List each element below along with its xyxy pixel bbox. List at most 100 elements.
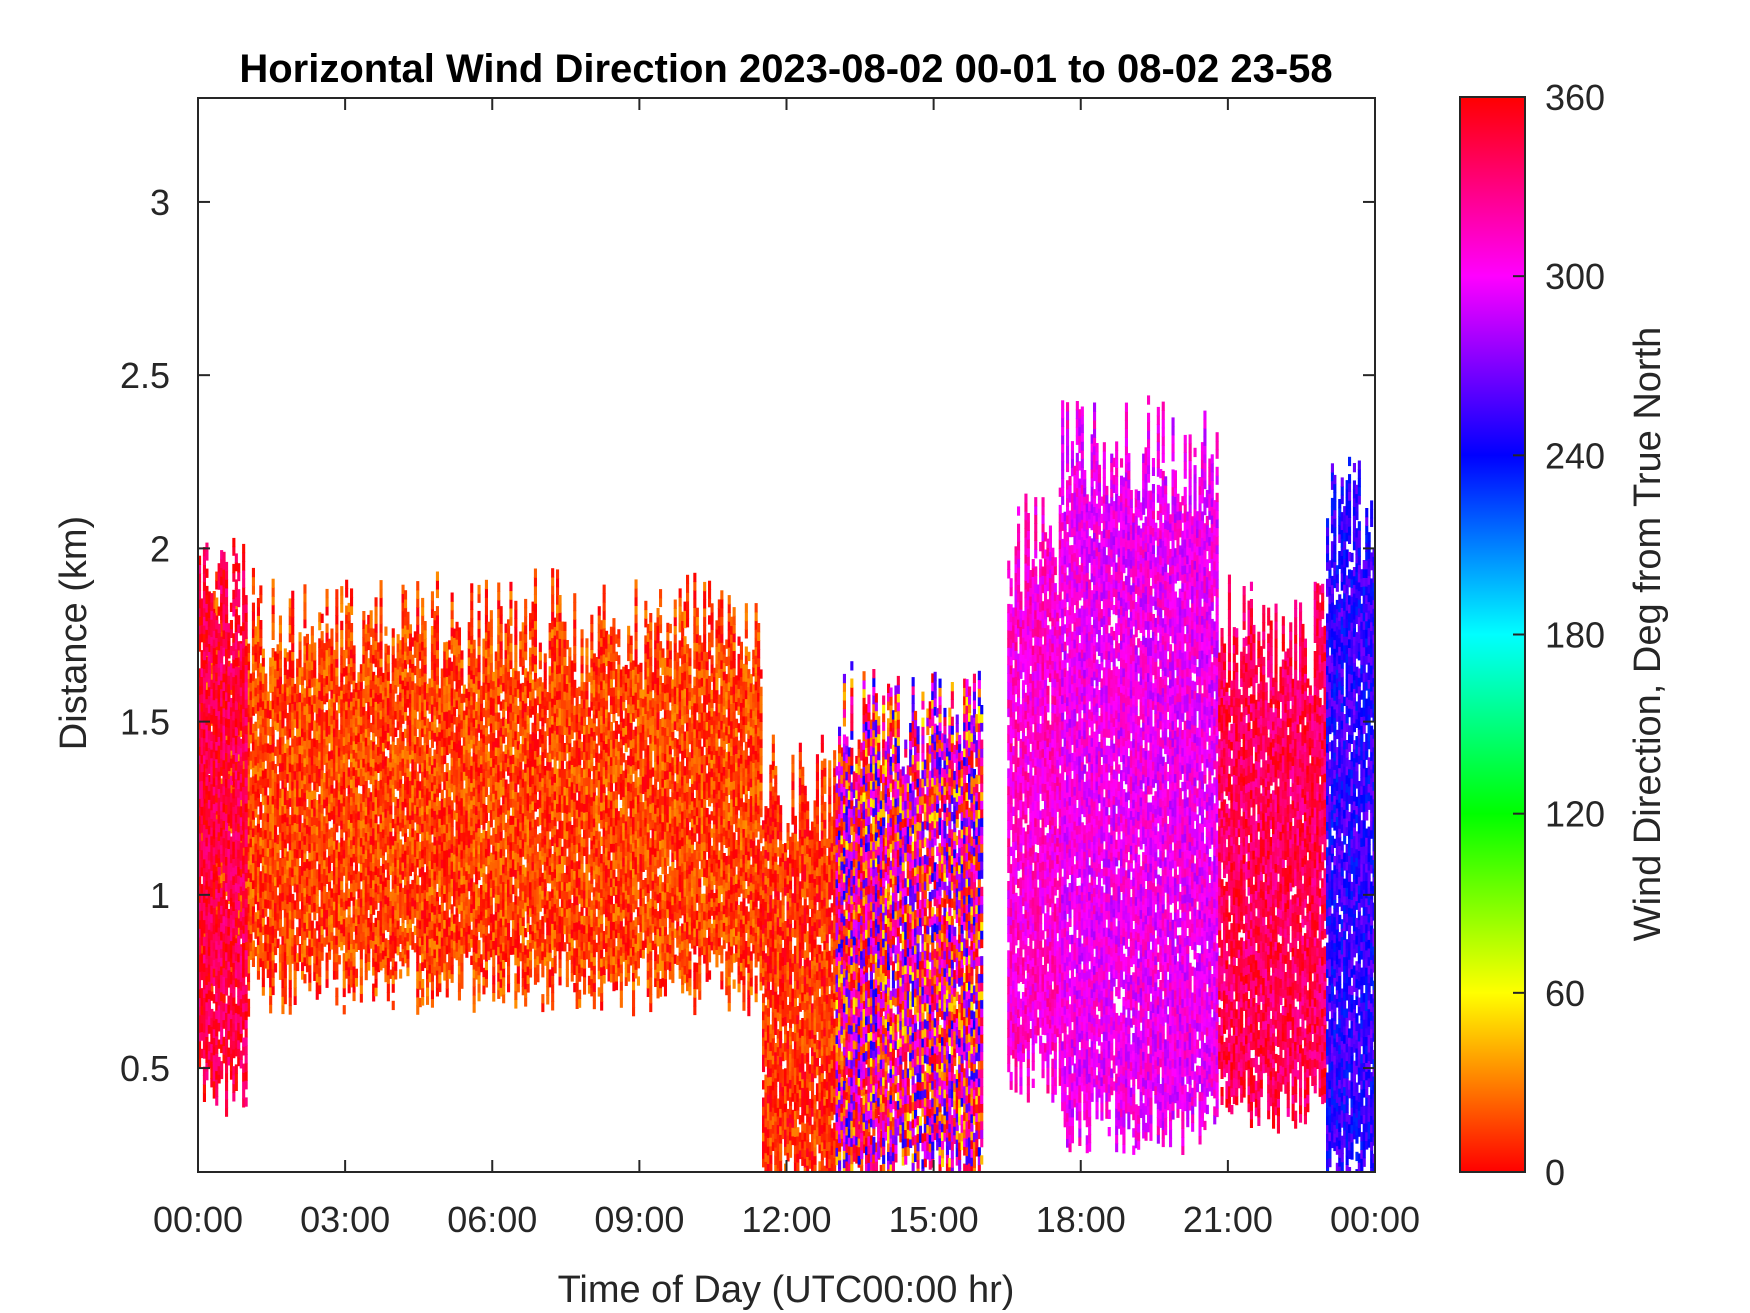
- heatmap-cell: [326, 970, 329, 979]
- heatmap-cell: [389, 805, 392, 814]
- heatmap-cell: [289, 971, 292, 980]
- heatmap-cell: [353, 671, 356, 680]
- heatmap-cell: [338, 955, 341, 964]
- heatmap-cell: [264, 674, 267, 683]
- heatmap-cell: [296, 962, 299, 971]
- heatmap-cell: [291, 920, 294, 929]
- chart-title: Horizontal Wind Direction 2023-08-02 00-…: [239, 47, 1332, 91]
- heatmap-cell: [335, 676, 338, 685]
- heatmap-cell: [259, 620, 262, 629]
- heatmap-cell: [272, 735, 275, 744]
- heatmap-cell: [340, 603, 343, 612]
- heatmap-cell: [333, 832, 336, 841]
- heatmap-cell: [335, 970, 338, 979]
- heatmap-cell: [272, 596, 275, 605]
- heatmap-cell: [279, 633, 282, 642]
- heatmap-cell: [353, 992, 356, 1001]
- heatmap-cell: [308, 956, 311, 965]
- heatmap-cell: [308, 973, 311, 982]
- heatmap-cell: [340, 629, 343, 638]
- heatmap-cell: [279, 667, 282, 676]
- heatmap-cell: [335, 641, 338, 650]
- heatmap-cell: [335, 988, 338, 997]
- heatmap-cell: [394, 962, 397, 971]
- heatmap-cell: [451, 974, 454, 983]
- heatmap-cell: [303, 974, 306, 983]
- heatmap-cell: [259, 629, 262, 638]
- heatmap-cell: [436, 615, 439, 624]
- heatmap-cell: [340, 595, 343, 604]
- heatmap-cell: [284, 995, 287, 1004]
- heatmap-cell: [262, 986, 265, 995]
- heatmap-cell: [272, 977, 275, 986]
- heatmap-cell: [353, 645, 356, 654]
- heatmap-cell: [335, 650, 338, 659]
- heatmap-cell: [438, 974, 441, 983]
- heatmap-cell: [335, 996, 338, 1005]
- heatmap-cell: [272, 622, 275, 631]
- heatmap-cell: [340, 638, 343, 647]
- heatmap-cell: [313, 669, 316, 678]
- heatmap-cell: [375, 606, 378, 615]
- heatmap-cell: [291, 617, 294, 626]
- heatmap-cell: [392, 984, 395, 993]
- heatmap-cell: [436, 624, 439, 633]
- heatmap-cell: [406, 958, 409, 967]
- heatmap-cell: [318, 976, 321, 985]
- heatmap-cell: [406, 967, 409, 976]
- heatmap-cell: [289, 997, 292, 1006]
- heatmap-cell: [350, 588, 353, 597]
- heatmap-cell: [380, 649, 383, 658]
- heatmap-cell: [311, 626, 314, 635]
- heatmap-cell: [291, 660, 294, 669]
- heatmap-cell: [291, 608, 294, 617]
- heatmap-cell: [421, 598, 424, 607]
- heatmap-cell: [259, 594, 262, 603]
- heatmap-cell: [424, 621, 427, 630]
- heatmap-cell: [416, 581, 419, 590]
- heatmap-cell: [370, 619, 373, 628]
- heatmap-cell: [384, 627, 387, 636]
- heatmap-cell: [279, 910, 282, 919]
- heatmap-cell: [335, 667, 338, 676]
- heatmap-cell: [446, 988, 449, 997]
- heatmap-cell: [306, 634, 309, 643]
- heatmap-cell: [380, 623, 383, 632]
- heatmap-cell: [299, 658, 302, 667]
- heatmap-cell: [296, 858, 299, 867]
- heatmap-cell: [299, 814, 302, 823]
- heatmap-cell: [348, 906, 351, 915]
- heatmap-cell: [380, 632, 383, 641]
- heatmap-cell: [252, 568, 255, 577]
- heatmap-cell: [262, 649, 265, 658]
- heatmap-cell: [380, 658, 383, 667]
- heatmap-cell: [279, 676, 282, 685]
- heatmap-cell: [443, 954, 446, 963]
- heatmap-cell: [291, 625, 294, 634]
- heatmap-cell: [436, 650, 439, 659]
- heatmap-cell: [296, 901, 299, 910]
- heatmap-cell: [360, 959, 363, 968]
- heatmap-cell: [321, 614, 324, 623]
- heatmap-cells: [198, 395, 1376, 1207]
- heatmap-cell: [436, 675, 439, 684]
- heatmap-cell: [421, 988, 424, 997]
- heatmap-cell: [350, 623, 353, 632]
- heatmap-cell: [308, 965, 311, 974]
- heatmap-cell: [370, 610, 373, 619]
- heatmap-cell: [215, 598, 218, 607]
- heatmap-cell: [262, 657, 265, 666]
- heatmap-cell: [318, 968, 321, 977]
- heatmap-cell: [350, 597, 353, 606]
- heatmap-cell: [294, 987, 297, 996]
- heatmap-cell: [272, 587, 275, 596]
- heatmap-cell: [291, 643, 294, 652]
- heatmap-cell: [264, 682, 267, 691]
- heatmap-cell: [421, 996, 424, 1005]
- heatmap-cell: [416, 590, 419, 599]
- heatmap-cell: [303, 602, 306, 611]
- heatmap-cell: [380, 615, 383, 624]
- heatmap-cell: [335, 719, 338, 728]
- heatmap-cell: [343, 979, 346, 988]
